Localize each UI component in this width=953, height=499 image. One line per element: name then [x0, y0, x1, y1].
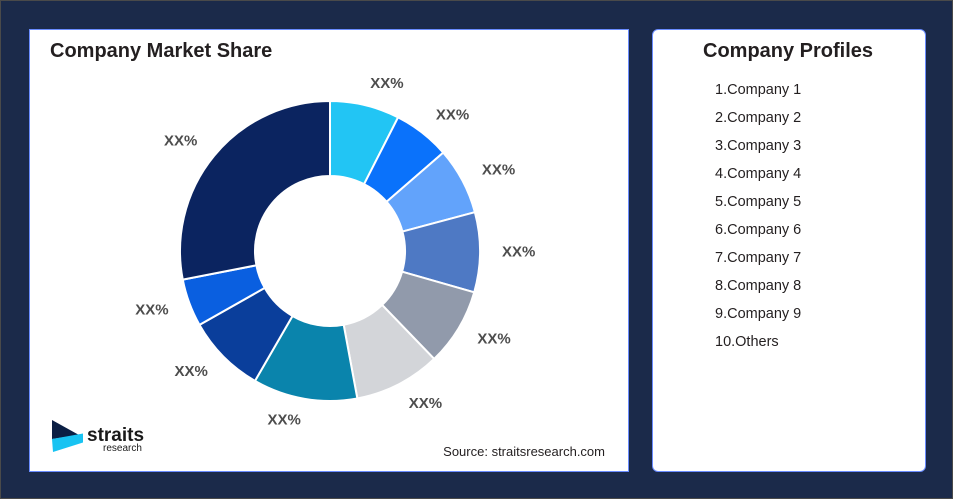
svg-text:XX%: XX% [482, 161, 515, 178]
svg-text:XX%: XX% [135, 302, 168, 319]
svg-text:XX%: XX% [477, 331, 510, 348]
svg-text:XX%: XX% [409, 395, 442, 412]
svg-text:XX%: XX% [436, 107, 469, 124]
svg-text:XX%: XX% [164, 133, 197, 150]
svg-text:XX%: XX% [268, 412, 301, 429]
svg-text:XX%: XX% [502, 244, 535, 261]
svg-text:XX%: XX% [174, 363, 207, 380]
svg-text:XX%: XX% [370, 75, 403, 92]
svg-text:research: research [103, 443, 142, 454]
